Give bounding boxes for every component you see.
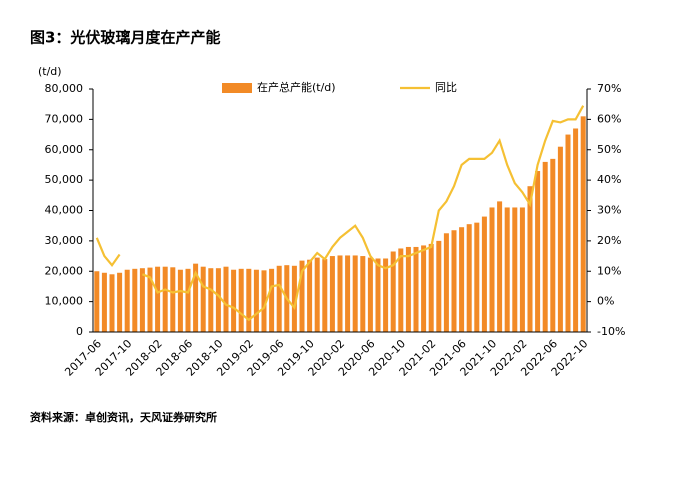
bar <box>421 245 427 332</box>
bar <box>246 268 252 332</box>
bar <box>253 269 259 332</box>
bar <box>200 266 206 332</box>
y-tick-label: 70,000 <box>45 112 84 125</box>
bar <box>489 207 495 332</box>
bar <box>367 257 373 332</box>
bar <box>573 128 579 332</box>
bar <box>565 134 571 332</box>
bar <box>405 246 411 332</box>
bar <box>109 274 115 332</box>
y2-tick-label: 60% <box>597 112 621 125</box>
y-tick-label: 40,000 <box>45 204 84 217</box>
y-tick-label: 50,000 <box>45 173 84 186</box>
bar <box>170 267 176 332</box>
bar <box>231 269 237 332</box>
bar <box>512 207 518 332</box>
bar <box>208 268 214 332</box>
bar <box>542 161 548 332</box>
bar <box>345 255 351 332</box>
y-tick-label: 80,000 <box>45 82 84 95</box>
y2-tick-label: 20% <box>597 234 621 247</box>
bar <box>307 259 313 332</box>
bar <box>443 233 449 332</box>
legend-swatch <box>222 83 252 93</box>
bar <box>299 260 305 332</box>
bar <box>185 268 191 332</box>
bar <box>215 268 221 332</box>
bar <box>474 222 480 332</box>
bar <box>238 268 244 332</box>
bar <box>375 258 381 332</box>
bar <box>276 265 282 332</box>
bar <box>580 116 586 333</box>
bar <box>314 257 320 332</box>
bar <box>94 271 100 332</box>
y2-tick-label: 40% <box>597 173 621 186</box>
bar <box>101 272 107 332</box>
bar <box>177 269 183 332</box>
bar <box>535 171 541 332</box>
bar <box>451 230 457 332</box>
bar <box>124 269 130 332</box>
bar <box>139 268 145 332</box>
bar <box>162 266 168 332</box>
bar <box>504 207 510 332</box>
legend-label: 在产总产能(t/d) <box>257 80 336 94</box>
y2-tick-label: -10% <box>597 325 625 338</box>
bar <box>519 207 525 332</box>
y-tick-label: 0 <box>76 325 83 338</box>
y-tick-label: 10,000 <box>45 295 84 308</box>
bar <box>360 256 366 332</box>
bar <box>557 146 563 332</box>
y2-tick-label: 0% <box>597 295 614 308</box>
bar <box>269 268 275 332</box>
bar <box>322 259 328 332</box>
bar <box>291 265 297 332</box>
bar <box>329 256 335 332</box>
bar <box>459 227 465 332</box>
y2-tick-label: 10% <box>597 264 621 277</box>
bar <box>481 216 487 332</box>
bar <box>132 268 138 332</box>
bar <box>352 255 358 332</box>
line <box>95 105 585 322</box>
bar <box>466 224 472 332</box>
bar <box>390 251 396 332</box>
legend-label: 同比 <box>435 81 457 94</box>
chart-title: 图3：光伏玻璃月度在产产能 <box>30 29 220 47</box>
bar <box>147 267 153 332</box>
y-tick-label: 20,000 <box>45 264 84 277</box>
y-axis-unit: (t/d) <box>38 65 62 78</box>
bar <box>527 186 533 332</box>
bar <box>223 266 229 332</box>
bar <box>413 246 419 332</box>
bar <box>193 263 199 332</box>
source-note: 资料来源：卓创资讯，天风证券研究所 <box>30 410 217 424</box>
y2-tick-label: 70% <box>597 82 621 95</box>
y-tick-label: 60,000 <box>45 143 84 156</box>
bar <box>436 240 442 332</box>
bar <box>428 243 434 332</box>
bar <box>497 201 503 332</box>
bar <box>155 266 161 332</box>
bar <box>550 158 556 332</box>
bar <box>261 270 267 332</box>
y-tick-label: 30,000 <box>45 234 84 247</box>
bar <box>337 255 343 332</box>
y2-tick-label: 50% <box>597 143 621 156</box>
bar <box>398 248 404 332</box>
bar <box>117 272 123 332</box>
bar <box>383 258 389 332</box>
y2-tick-label: 30% <box>597 204 621 217</box>
